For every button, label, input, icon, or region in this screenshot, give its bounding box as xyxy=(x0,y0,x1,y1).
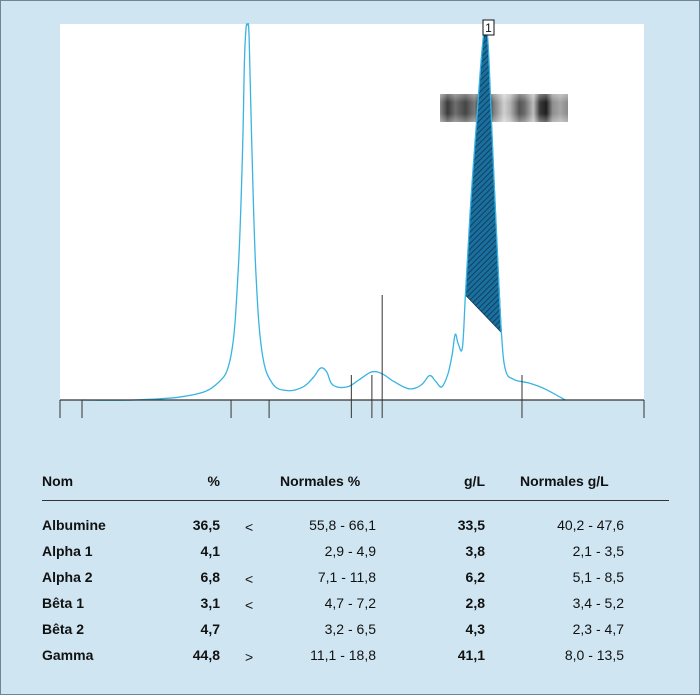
row-normal-percent: 11,1 - 18,8 xyxy=(310,647,376,663)
row-gl: 3,8 xyxy=(465,543,485,559)
electrophoresis-curve xyxy=(81,22,566,401)
row-normal-percent: 4,7 - 7,2 xyxy=(324,595,376,611)
row-normal-gl: 40,2 - 47,6 xyxy=(557,517,624,533)
row-flag: < xyxy=(245,597,254,613)
row-normal-percent: 7,1 - 11,8 xyxy=(317,569,376,585)
row-percent: 44,8 xyxy=(192,647,220,663)
row-normal-gl: 5,1 - 8,5 xyxy=(572,569,624,585)
row-name: Gamma xyxy=(42,647,94,663)
header-gl: g/L xyxy=(464,473,485,489)
row-flag: < xyxy=(245,519,254,535)
chart-panel xyxy=(60,24,644,400)
row-normal-gl: 2,3 - 4,7 xyxy=(572,621,624,637)
header-normal-gl: Normales g/L xyxy=(520,473,609,489)
row-gl: 33,5 xyxy=(457,517,485,533)
row-name: Bêta 2 xyxy=(42,621,85,637)
peak-marker-label: 1 xyxy=(485,21,492,35)
row-normal-gl: 2,1 - 3,5 xyxy=(572,543,624,559)
row-percent: 36,5 xyxy=(192,517,220,533)
row-name: Albumine xyxy=(42,517,106,533)
gamma-peak-fill xyxy=(464,28,502,334)
header-name: Nom xyxy=(42,473,74,489)
row-percent: 4,7 xyxy=(200,621,220,637)
peak-marker: 1 xyxy=(482,19,495,36)
row-flag: > xyxy=(245,649,254,665)
row-gl: 4,3 xyxy=(465,621,485,637)
gel-band-image xyxy=(440,94,568,122)
header-percent: % xyxy=(207,473,220,489)
row-normal-gl: 8,0 - 13,5 xyxy=(564,647,624,663)
fraction-separator-ticks xyxy=(59,295,645,418)
row-normal-percent: 2,9 - 4,9 xyxy=(324,543,376,559)
row-percent: 4,1 xyxy=(200,543,220,559)
row-name: Alpha 2 xyxy=(42,569,93,585)
electrophoresis-chart: 1 xyxy=(59,19,645,418)
row-gl: 41,1 xyxy=(457,647,485,663)
row-normal-percent: 55,8 - 66,1 xyxy=(309,517,376,533)
row-flag: < xyxy=(245,571,254,587)
row-normal-gl: 3,4 - 5,2 xyxy=(572,595,624,611)
header-normal-percent: Normales % xyxy=(280,473,361,489)
row-percent: 6,8 xyxy=(200,569,220,585)
row-percent: 3,1 xyxy=(200,595,220,611)
row-gl: 2,8 xyxy=(465,595,485,611)
row-normal-percent: 3,2 - 6,5 xyxy=(324,621,376,637)
row-name: Alpha 1 xyxy=(42,543,93,559)
row-name: Bêta 1 xyxy=(42,595,85,611)
row-gl: 6,2 xyxy=(465,569,485,585)
